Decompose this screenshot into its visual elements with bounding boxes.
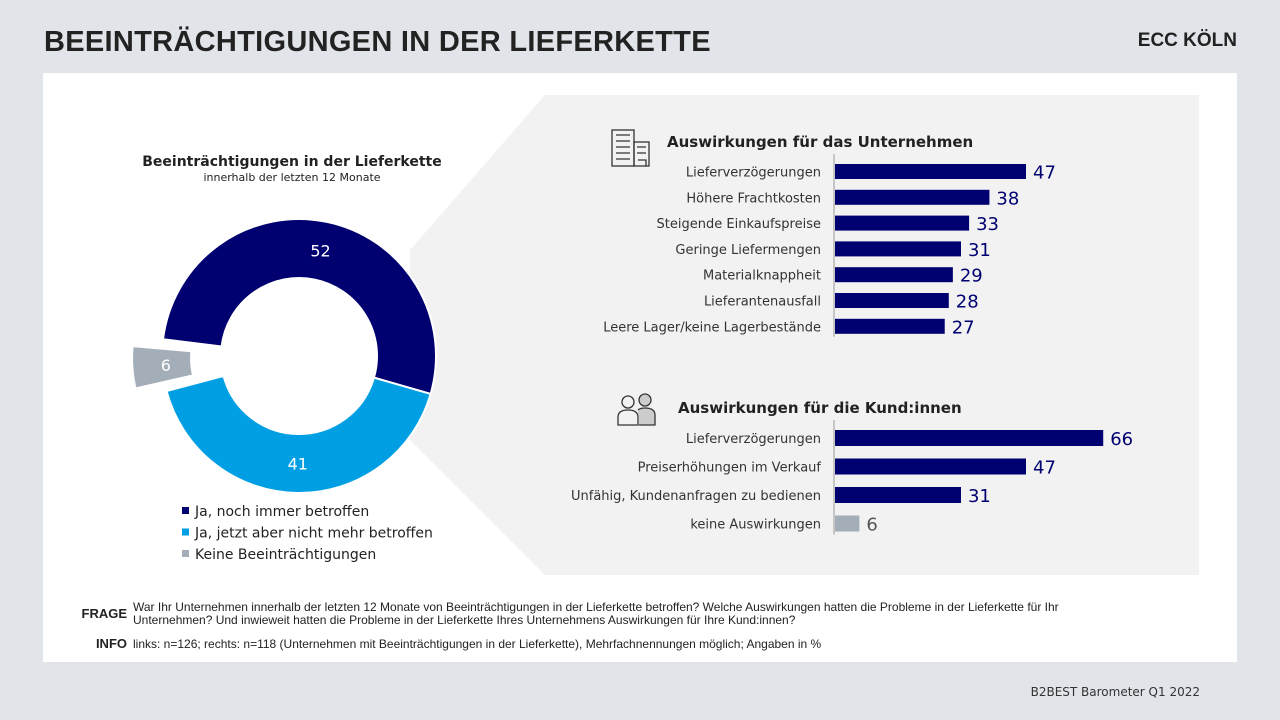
info-label: INFO	[95, 636, 127, 651]
donut-chart: 52 41 6	[131, 218, 437, 494]
donut-slice-label: 52	[310, 242, 330, 261]
bar-category-label: Preiserhöhungen im Verkauf	[638, 461, 822, 476]
legend-label: Ja, noch immer betroffen	[194, 504, 369, 520]
bar-category-label: Lieferverzögerungen	[686, 432, 821, 447]
bar	[835, 515, 860, 532]
donut-slice	[165, 374, 432, 494]
donut-slice	[131, 345, 195, 390]
bar	[835, 241, 961, 257]
logo: ECC KÖLN	[1137, 30, 1237, 51]
company-chart-title: Auswirkungen für das Unternehmen	[667, 133, 973, 151]
bar-value-label: 47	[1033, 163, 1056, 184]
bar-value-label: 27	[952, 317, 975, 338]
page-title: BEEINTRÄCHTIGUNGEN IN DER LIEFERKETTE	[44, 26, 711, 58]
bar-category-label: Lieferantenausfall	[704, 295, 821, 310]
donut-legend: Ja, noch immer betroffen Ja, jetzt aber n…	[182, 504, 433, 563]
bar-category-label: Geringe Liefermengen	[675, 243, 821, 258]
detail-panel	[410, 95, 1199, 575]
bar	[835, 458, 1026, 475]
legend-label: Ja, jetzt aber nicht mehr betroffen	[194, 526, 433, 542]
legend-label: Keine Beeinträchtigungen	[195, 547, 376, 563]
bar-value-label: 31	[968, 486, 991, 507]
bar	[835, 293, 949, 308]
frage-line1: War Ihr Unternehmen innerhalb der letzte…	[133, 600, 1059, 614]
bar	[835, 267, 953, 283]
customer-bar-chart: Lieferverzögerungen 66 Preiserhöhungen im …	[571, 420, 1133, 536]
bar-category-label: Leere Lager/keine Lagerbestände	[603, 320, 821, 335]
bar-value-label: 31	[968, 240, 991, 261]
people-icon	[617, 393, 656, 426]
bar-category-label: Höhere Frachtkosten	[686, 191, 821, 206]
customer-chart-title: Auswirkungen für die Kund:innen	[678, 399, 962, 417]
company-bar-chart: Lieferverzögerungen 47 Höhere Frachtkosten…	[603, 154, 1056, 338]
bar	[835, 318, 945, 334]
source-text: B2BEST Barometer Q1 2022	[1030, 685, 1200, 699]
donut-slice	[161, 218, 437, 396]
bar-value-label: 6	[866, 515, 877, 536]
bar	[835, 487, 961, 503]
building-icon	[611, 129, 650, 167]
donut-subtitle: innerhalb der letzten 12 Monate	[203, 171, 380, 184]
frage-label: FRAGE	[81, 606, 128, 621]
bar-category-label: Lieferverzögerungen	[686, 166, 821, 181]
legend-swatch	[182, 550, 189, 557]
donut-title: Beeinträchtigungen in der Lieferkette	[142, 154, 442, 170]
legend-swatch	[182, 507, 189, 514]
bar-category-label: Unfähig, Kundenanfragen zu bedienen	[571, 489, 821, 504]
bar-category-label: Steigende Einkaufspreise	[657, 217, 821, 232]
bar	[835, 189, 990, 205]
frage-line2: Unternehmen? Und inwieweit hatten die Pr…	[133, 613, 796, 627]
bar-category-label: keine Auswirkungen	[690, 518, 821, 533]
bar-value-label: 28	[956, 292, 979, 313]
bar-value-label: 38	[996, 188, 1019, 209]
bar-category-label: Materialknappheit	[703, 269, 821, 284]
bar-value-label: 29	[960, 266, 983, 287]
info-text: links: n=126; rechts: n=118 (Unternehmen…	[133, 637, 822, 651]
bar	[835, 164, 1026, 179]
bar-value-label: 33	[976, 214, 999, 235]
bar-value-label: 47	[1033, 458, 1056, 479]
bar	[835, 215, 970, 231]
legend-swatch	[182, 528, 189, 536]
donut-slice-label: 41	[288, 454, 308, 473]
bar-value-label: 66	[1110, 429, 1133, 450]
donut-slice-label: 6	[161, 356, 171, 375]
bar	[835, 430, 1104, 446]
